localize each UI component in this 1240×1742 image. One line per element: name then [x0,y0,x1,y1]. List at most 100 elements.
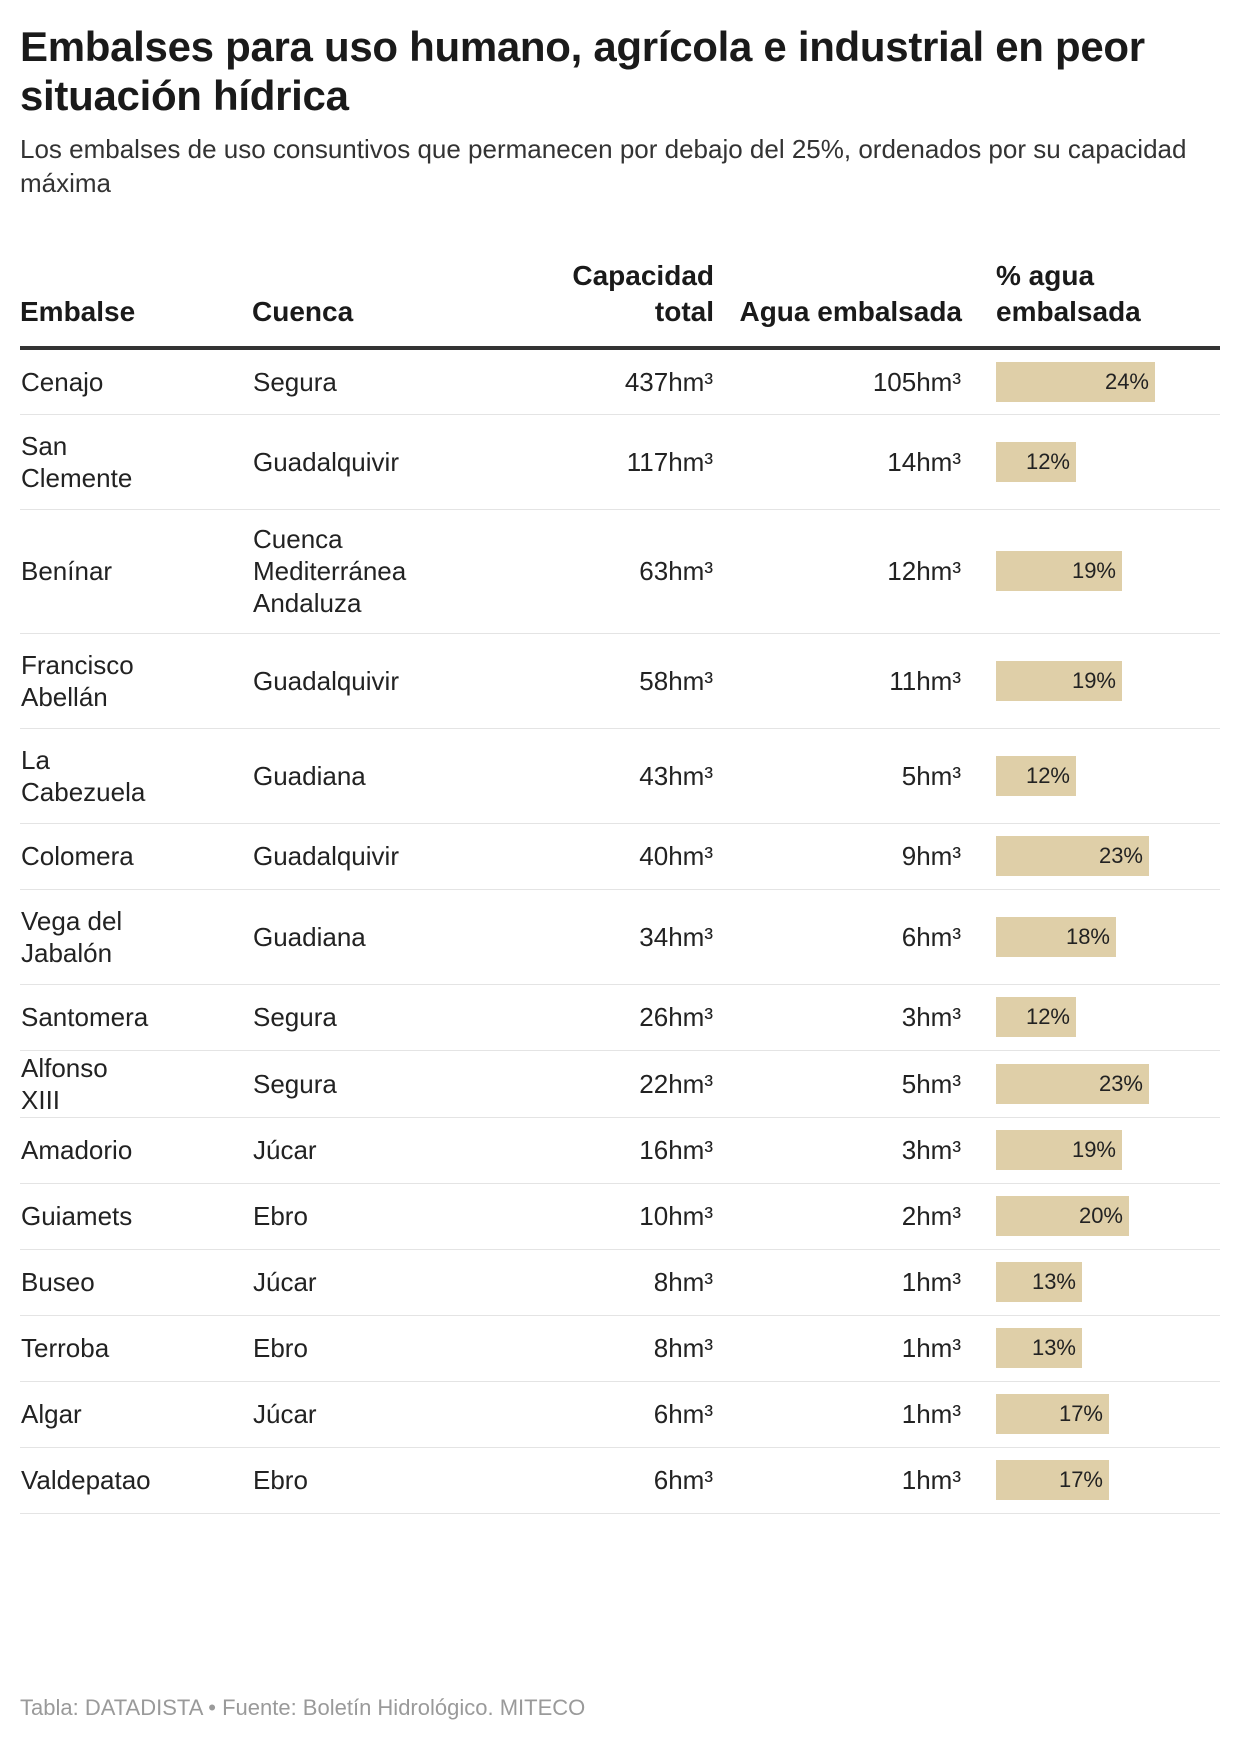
cell-porcentaje: 23% [962,1050,1220,1118]
table-row: La Cabezuela Guadiana 43hm³ 5hm³ 12% [20,728,1220,824]
column-header-capacidad[interactable]: Capacidad total [522,258,714,350]
cell-capacidad: 10hm³ [522,1183,714,1250]
table-row: Vega del Jabalón Guadiana 34hm³ 6hm³ 18% [20,889,1220,985]
cell-capacidad: 6hm³ [522,1447,714,1514]
cell-capacidad: 8hm³ [522,1315,714,1382]
cell-embalse: Guiamets [20,1183,252,1250]
column-header-embalse[interactable]: Embalse [20,258,252,350]
cell-cuenca: Guadalquivir [252,414,522,510]
cell-embalse: Valdepatao [20,1447,252,1514]
cell-cuenca: Júcar [252,1117,522,1184]
cell-embalse: Cenajo [20,348,252,415]
cell-capacidad: 63hm³ [522,509,714,634]
percent-bar: 17% [996,1460,1109,1500]
table-row: Alfonso XIII Segura 22hm³ 5hm³ 23% [20,1050,1220,1118]
percent-bar: 24% [996,361,1155,402]
cell-cuenca: Júcar [252,1249,522,1316]
percent-bar: 12% [996,441,1076,482]
percent-bar: 19% [996,1130,1122,1170]
cell-agua: 5hm³ [714,728,962,824]
table-row: Francisco Abellán Guadalquivir 58hm³ 11hm³ 1… [20,633,1220,729]
cell-agua: 12hm³ [714,509,962,634]
percent-bar: 23% [996,1063,1149,1104]
cell-agua: 6hm³ [714,889,962,985]
cell-cuenca: Guadiana [252,728,522,824]
table-row: Cenajo Segura 437hm³ 105hm³ 24% [20,348,1220,415]
cell-porcentaje: 20% [962,1183,1220,1250]
cell-porcentaje: 24% [962,348,1220,415]
cell-embalse: Benínar [20,509,252,634]
cell-embalse: Amadorio [20,1117,252,1184]
cell-capacidad: 34hm³ [522,889,714,985]
cell-embalse: Colomera [20,823,252,890]
cell-porcentaje: 19% [962,1117,1220,1184]
cell-cuenca: Ebro [252,1183,522,1250]
cell-porcentaje: 12% [962,728,1220,824]
table-row: Santomera Segura 26hm³ 3hm³ 12% [20,984,1220,1051]
reservoir-table: Embalse Cuenca Capacidad total Agua emba… [20,258,1220,1514]
cell-cuenca: Júcar [252,1381,522,1448]
cell-embalse: Algar [20,1381,252,1448]
cell-embalse: Santomera [20,984,252,1051]
percent-bar: 13% [996,1328,1082,1368]
cell-porcentaje: 17% [962,1447,1220,1514]
cell-capacidad: 6hm³ [522,1381,714,1448]
cell-capacidad: 16hm³ [522,1117,714,1184]
source-footer: Tabla: DATADISTA • Fuente: Boletín Hidro… [20,1695,586,1720]
cell-cuenca: Guadiana [252,889,522,985]
page-title: Embalses para uso humano, agrícola e ind… [20,23,1145,119]
table-row: Colomera Guadalquivir 40hm³ 9hm³ 23% [20,823,1220,890]
column-header-cuenca[interactable]: Cuenca [252,258,522,350]
percent-bar: 17% [996,1394,1109,1434]
table-row: Terroba Ebro 8hm³ 1hm³ 13% [20,1315,1220,1382]
percent-bar: 12% [996,755,1076,796]
table-row: Benínar Cuenca Mediterránea Andaluza 63hm³… [20,509,1220,634]
cell-capacidad: 43hm³ [522,728,714,824]
cell-cuenca: Ebro [252,1447,522,1514]
cell-cuenca: Segura [252,984,522,1051]
cell-agua: 1hm³ [714,1249,962,1316]
cell-capacidad: 40hm³ [522,823,714,890]
cell-agua: 3hm³ [714,1117,962,1184]
chart-header: Embalses para uso humano, agrícola e ind… [20,22,1220,200]
table-body: Cenajo Segura 437hm³ 105hm³ 24% San Clemente G… [20,348,1220,1514]
percent-bar: 18% [996,916,1116,957]
cell-embalse: Francisco Abellán [20,633,252,729]
cell-porcentaje: 12% [962,414,1220,510]
cell-capacidad: 437hm³ [522,348,714,415]
table-row: Guiamets Ebro 10hm³ 2hm³ 20% [20,1183,1220,1250]
cell-agua: 1hm³ [714,1315,962,1382]
cell-cuenca: Segura [252,348,522,415]
cell-agua: 14hm³ [714,414,962,510]
table-row: Valdepatao Ebro 6hm³ 1hm³ 17% [20,1447,1220,1514]
table-row: Amadorio Júcar 16hm³ 3hm³ 19% [20,1117,1220,1184]
cell-embalse: Terroba [20,1315,252,1382]
cell-porcentaje: 17% [962,1381,1220,1448]
cell-capacidad: 22hm³ [522,1050,714,1118]
cell-cuenca: Guadalquivir [252,633,522,729]
cell-agua: 2hm³ [714,1183,962,1250]
column-header-porcentaje[interactable]: % agua embalsada [962,258,1220,350]
percent-bar: 19% [996,660,1122,701]
percent-bar: 20% [996,1196,1129,1236]
cell-cuenca: Cuenca Mediterránea Andaluza [252,509,522,634]
cell-cuenca: Ebro [252,1315,522,1382]
cell-embalse: Buseo [20,1249,252,1316]
percent-bar: 23% [996,836,1149,876]
cell-agua: 1hm³ [714,1447,962,1514]
table-row: Buseo Júcar 8hm³ 1hm³ 13% [20,1249,1220,1316]
percent-bar: 12% [996,997,1076,1037]
table-row: San Clemente Guadalquivir 117hm³ 14hm³ 12% [20,414,1220,510]
cell-agua: 11hm³ [714,633,962,729]
cell-capacidad: 26hm³ [522,984,714,1051]
cell-cuenca: Guadalquivir [252,823,522,890]
percent-bar: 19% [996,551,1122,591]
cell-embalse: Alfonso XIII [20,1050,252,1118]
table-header-row: Embalse Cuenca Capacidad total Agua emba… [20,258,1220,350]
cell-agua: 1hm³ [714,1381,962,1448]
cell-porcentaje: 19% [962,633,1220,729]
cell-agua: 3hm³ [714,984,962,1051]
cell-porcentaje: 13% [962,1315,1220,1382]
table-row: Algar Júcar 6hm³ 1hm³ 17% [20,1381,1220,1448]
column-header-agua[interactable]: Agua embalsada [714,258,962,350]
